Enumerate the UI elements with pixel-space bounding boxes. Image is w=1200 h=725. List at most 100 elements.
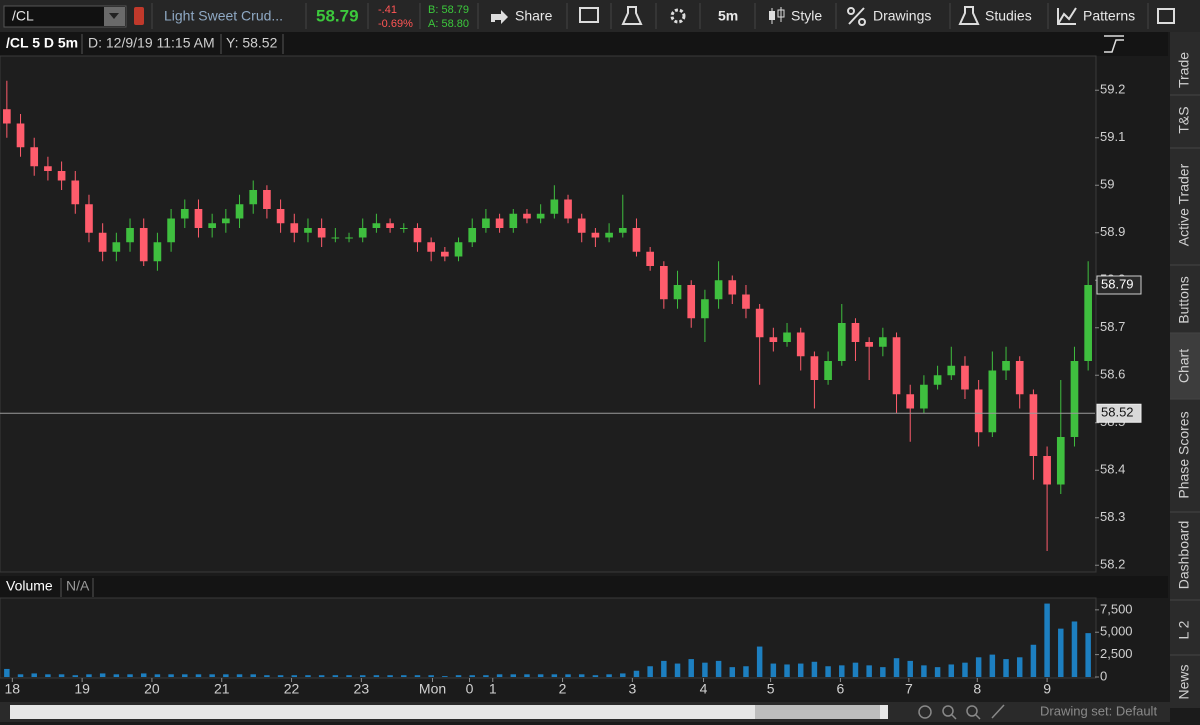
side-tab[interactable]: Dashboard [1176,521,1192,590]
candle-body [646,251,654,266]
x-tick-label: 20 [144,681,160,697]
side-tabs: Trade T&S Active Trader Buttons Chart Phase S… [1170,52,1200,700]
candle-body [824,361,832,380]
side-tab[interactable]: L 2 [1176,620,1192,639]
side-tab[interactable]: Chart [1176,349,1192,383]
x-tick-label: 9 [1043,681,1051,697]
candle-body [755,308,764,338]
volume-bar [442,676,448,677]
volume-bar [154,674,161,677]
volume-bar [1071,621,1078,677]
candle-body [331,237,340,239]
volume-bar [1016,657,1023,677]
link-icon[interactable] [134,7,144,25]
volume-bar [195,674,202,677]
volume-bar [4,668,10,677]
candle-body [769,337,778,342]
x-tick-label: Mon [419,681,446,697]
scrollbar-thumb[interactable] [755,705,880,719]
volume-bar [962,662,968,677]
volume-bar [839,665,845,677]
window-icon[interactable] [1157,8,1175,24]
share-button[interactable]: Share [515,8,553,24]
candle-body [263,190,271,209]
candle-body [112,242,121,252]
scrollbar-track[interactable] [10,705,888,719]
flask-icon[interactable] [621,6,643,25]
volume-bar [1030,644,1037,677]
zoom-controls[interactable] [918,704,1005,720]
drawings-icon[interactable] [847,7,866,26]
toolbar [0,0,1200,32]
settings-icon[interactable] [670,8,686,24]
drawings-button[interactable]: Drawings [873,8,931,24]
volume-bar [140,673,147,677]
volume-bar [1044,603,1050,677]
candle-body [372,223,381,228]
candle-body [632,228,641,252]
volume-bar [305,675,311,677]
volume-bar [537,674,544,677]
volume-bar [989,654,996,677]
candle-body [1084,285,1092,361]
candle-body [1056,437,1065,485]
style-button[interactable]: Style [791,8,822,24]
style-icon[interactable] [769,7,785,24]
cursor-price-label: 58.52 [1101,405,1134,420]
side-tab[interactable]: Buttons [1176,276,1192,323]
x-tick-label: 3 [628,681,636,697]
volume-bar [975,657,982,677]
y-tick-label: 59.1 [1100,129,1125,144]
symbol: /CL [12,8,34,24]
candle-body [837,323,846,361]
candle-body [57,171,66,181]
side-tab[interactable]: T&S [1176,106,1192,133]
candle-body [386,223,394,228]
volume-bar [852,662,859,677]
candle-body [851,323,860,342]
side-tab[interactable]: News [1176,664,1192,699]
volume-bar [921,665,927,677]
candle-body [947,365,956,376]
candle-body [577,218,586,233]
x-tick-label: 0 [466,681,474,697]
volume-bar [592,675,599,677]
x-tick-label: 4 [700,681,708,697]
aggregation-button[interactable]: 5m [718,8,738,24]
candle-body [523,213,531,219]
candle-body [345,237,353,239]
y-tick-label: 0 [1100,668,1107,683]
symbol-box[interactable] [3,5,127,28]
candle-body [44,166,52,171]
candle-body [509,213,518,228]
drawing-set[interactable]: Drawing set: Default [1040,703,1157,718]
candle-body [249,190,258,205]
side-tab[interactable]: Active Trader [1176,163,1192,246]
volume-bar [250,674,256,677]
patterns-icon[interactable] [1057,7,1077,25]
candle-body [427,242,435,252]
candle-body [153,242,162,262]
volume-bar [825,666,831,677]
volume-bar [469,675,475,677]
candle-body [714,280,723,300]
share-icon[interactable] [491,10,508,24]
side-tab[interactable]: Phase Scores [1176,411,1192,498]
studies-button[interactable]: Studies [985,8,1032,24]
cursor-price-box [1096,403,1142,423]
y-tick-label: 58.3 [1100,509,1125,524]
chart-settings-icon[interactable] [1104,35,1124,53]
studies-icon[interactable] [958,6,980,25]
y-tick-label: 58.7 [1100,319,1125,334]
candle-body [85,204,93,233]
flag-icon[interactable] [579,7,599,23]
candle-body [892,337,901,395]
candle-body [673,285,682,300]
bid: B: 58.79 [428,4,469,16]
candle-body [495,218,504,228]
side-tab[interactable]: Trade [1176,52,1192,88]
net-change: -.41 [378,4,397,16]
candle-body [3,109,11,124]
candle-body [482,218,490,228]
patterns-button[interactable]: Patterns [1083,8,1135,24]
